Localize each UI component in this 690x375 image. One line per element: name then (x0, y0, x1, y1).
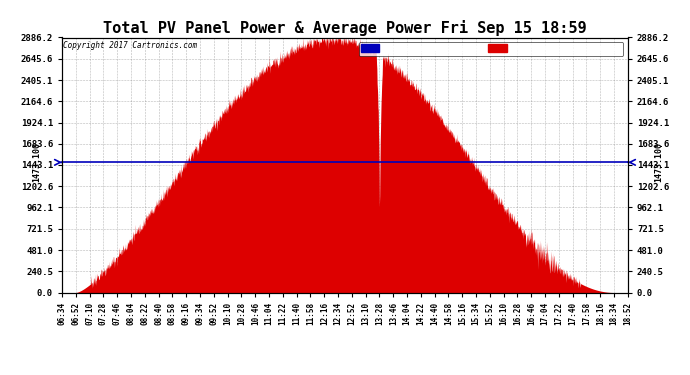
Text: 1473.100: 1473.100 (32, 142, 41, 182)
Title: Total PV Panel Power & Average Power Fri Sep 15 18:59: Total PV Panel Power & Average Power Fri… (104, 20, 586, 36)
Text: 1473.100: 1473.100 (655, 142, 664, 182)
Text: Copyright 2017 Cartronics.com: Copyright 2017 Cartronics.com (63, 41, 197, 50)
Legend: Average  (DC Watts), PV Panels  (DC Watts): Average (DC Watts), PV Panels (DC Watts) (359, 42, 623, 56)
